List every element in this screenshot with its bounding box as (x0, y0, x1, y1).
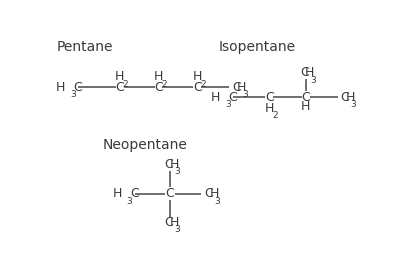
Text: H: H (115, 70, 124, 83)
Text: Neopentane: Neopentane (103, 138, 188, 152)
Text: H: H (113, 187, 122, 200)
Text: H: H (305, 66, 314, 79)
Text: C: C (165, 216, 174, 229)
Text: 3: 3 (225, 101, 231, 109)
Text: C: C (232, 81, 241, 94)
Text: H: H (56, 81, 66, 94)
Text: C: C (204, 187, 213, 200)
Text: 3: 3 (310, 76, 316, 85)
Text: H: H (211, 91, 220, 104)
Text: C: C (301, 91, 310, 104)
Text: H: H (209, 187, 219, 200)
Text: 2: 2 (123, 80, 128, 89)
Text: H: H (301, 100, 310, 113)
Text: C: C (265, 91, 274, 104)
Text: C: C (165, 158, 174, 171)
Text: 2: 2 (272, 111, 278, 120)
Text: H: H (346, 91, 355, 104)
Text: 3: 3 (242, 90, 248, 99)
Text: C: C (115, 81, 124, 94)
Text: H: H (169, 216, 179, 229)
Text: C: C (341, 91, 349, 104)
Text: C: C (130, 187, 138, 200)
Text: H: H (265, 102, 274, 115)
Text: 3: 3 (127, 197, 132, 206)
Text: C: C (154, 81, 163, 94)
Text: 2: 2 (162, 80, 167, 89)
Text: Pentane: Pentane (56, 40, 113, 54)
Text: H: H (192, 70, 202, 83)
Text: 3: 3 (70, 90, 76, 99)
Text: 3: 3 (214, 197, 220, 206)
Text: H: H (154, 70, 163, 83)
Text: 3: 3 (174, 167, 180, 176)
Text: 2: 2 (200, 80, 206, 89)
Text: C: C (193, 81, 202, 94)
Text: Isopentane: Isopentane (219, 40, 296, 54)
Text: 3: 3 (351, 101, 356, 109)
Text: C: C (73, 81, 82, 94)
Text: C: C (300, 66, 309, 79)
Text: H: H (169, 158, 179, 171)
Text: C: C (166, 187, 174, 200)
Text: C: C (228, 91, 237, 104)
Text: 3: 3 (174, 225, 180, 234)
Text: H: H (237, 81, 246, 94)
